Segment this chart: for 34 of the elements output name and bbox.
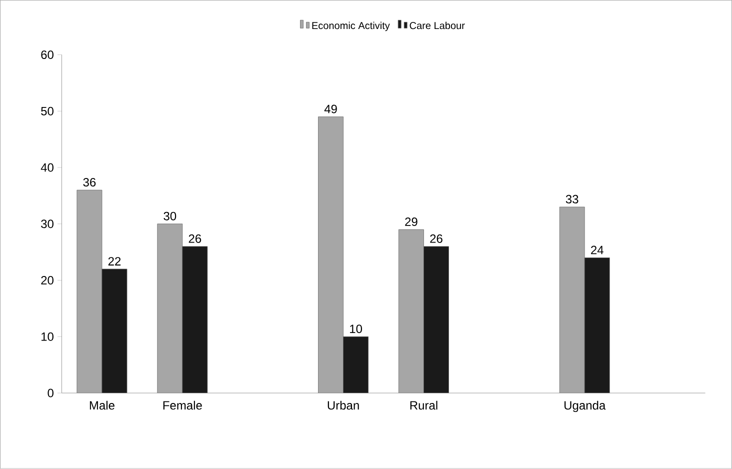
x-tick-label: Uganda (564, 400, 606, 412)
y-tick-label: 40 (40, 163, 54, 172)
bar (102, 268, 128, 394)
bar (157, 224, 183, 394)
data-label: 30 (164, 212, 176, 220)
y-tick-label: 10 (41, 332, 54, 341)
x-tick-label: Rural (410, 400, 438, 410)
data-label: 49 (324, 104, 337, 114)
bar (182, 246, 208, 394)
y-tick-label: 30 (41, 220, 54, 228)
data-label: 26 (188, 234, 202, 243)
bar (584, 258, 610, 394)
bar (76, 190, 102, 394)
data-label: 36 (83, 178, 96, 187)
x-tick-label: Male (90, 400, 114, 410)
data-label: 10 (350, 324, 362, 334)
data-label: 26 (430, 234, 442, 243)
y-tick-label: 50 (41, 106, 54, 116)
y-tick-label: 20 (41, 276, 54, 285)
x-tick-label: Urban (328, 400, 359, 410)
data-label: 33 (566, 195, 578, 204)
bar (559, 206, 585, 394)
y-tick-label: 0 (48, 388, 54, 398)
bar (318, 116, 344, 394)
bar (343, 336, 369, 394)
x-tick-label: Female (163, 400, 202, 410)
bar (424, 246, 449, 394)
data-label: 22 (108, 257, 121, 266)
legend-label: Care Labour (410, 22, 465, 30)
bar (398, 229, 424, 394)
y-tick-label: 60 (41, 50, 54, 60)
legend-label: Economic Activity (312, 22, 390, 32)
data-label: 24 (591, 246, 604, 254)
data-label: 29 (405, 218, 418, 226)
